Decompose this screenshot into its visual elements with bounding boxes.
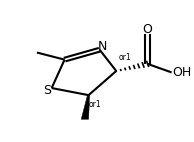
Text: S: S xyxy=(43,84,51,97)
Text: O: O xyxy=(142,23,152,36)
Text: or1: or1 xyxy=(89,100,101,109)
Text: N: N xyxy=(98,40,107,53)
Polygon shape xyxy=(81,95,90,119)
Text: OH: OH xyxy=(172,66,192,79)
Text: or1: or1 xyxy=(119,53,132,62)
